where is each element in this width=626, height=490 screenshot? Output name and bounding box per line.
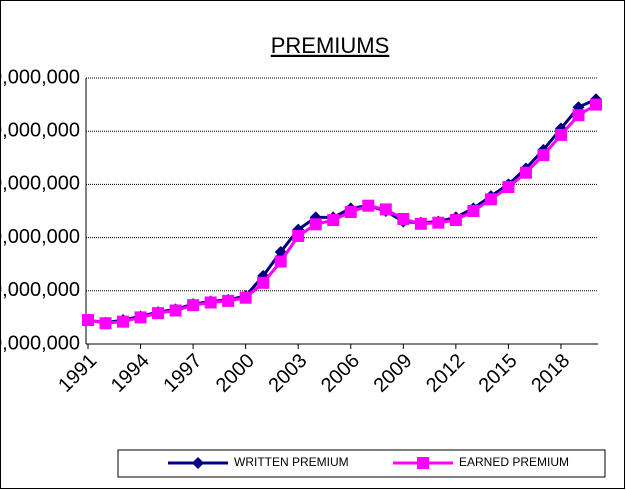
data-point xyxy=(397,212,410,225)
data-point xyxy=(187,299,200,312)
data-point xyxy=(327,214,340,227)
data-point xyxy=(257,276,270,289)
data-point xyxy=(502,181,515,194)
data-point xyxy=(572,109,585,122)
y-tick-label: 30,000,000,000 xyxy=(0,279,80,301)
y-tick-label: 50,000,000,000 xyxy=(0,173,80,195)
legend-marker xyxy=(192,457,204,469)
chart-title: PREMIUMS xyxy=(271,33,390,58)
data-point xyxy=(222,294,235,307)
data-point xyxy=(484,193,497,206)
data-point xyxy=(309,218,322,231)
y-tick-label: 60,000,000,000 xyxy=(0,119,80,141)
y-tick-label: 40,000,000,000 xyxy=(0,226,80,248)
data-point xyxy=(99,317,112,330)
data-point xyxy=(292,230,305,243)
y-tick-label: 20,000,000,000 xyxy=(0,332,80,354)
data-point xyxy=(169,304,182,317)
data-point xyxy=(379,203,392,216)
legend-marker xyxy=(417,457,429,469)
data-point xyxy=(449,214,462,227)
data-point xyxy=(414,217,427,230)
data-point xyxy=(82,314,94,327)
data-point xyxy=(432,216,445,229)
data-point xyxy=(467,205,480,217)
data-point xyxy=(204,296,217,309)
legend-label: EARNED PREMIUM xyxy=(459,455,569,469)
data-point xyxy=(152,307,165,320)
data-point xyxy=(274,255,287,268)
data-point xyxy=(117,315,130,328)
y-tick-label: 70,000,000,000 xyxy=(0,66,80,88)
data-point xyxy=(519,166,532,179)
legend-label: WRITTEN PREMIUM xyxy=(234,455,349,469)
data-point xyxy=(362,199,375,212)
data-point xyxy=(239,291,252,304)
data-point xyxy=(134,311,147,324)
data-point xyxy=(344,206,357,219)
data-point xyxy=(537,149,550,162)
data-point xyxy=(554,128,567,141)
data-point xyxy=(590,98,602,111)
